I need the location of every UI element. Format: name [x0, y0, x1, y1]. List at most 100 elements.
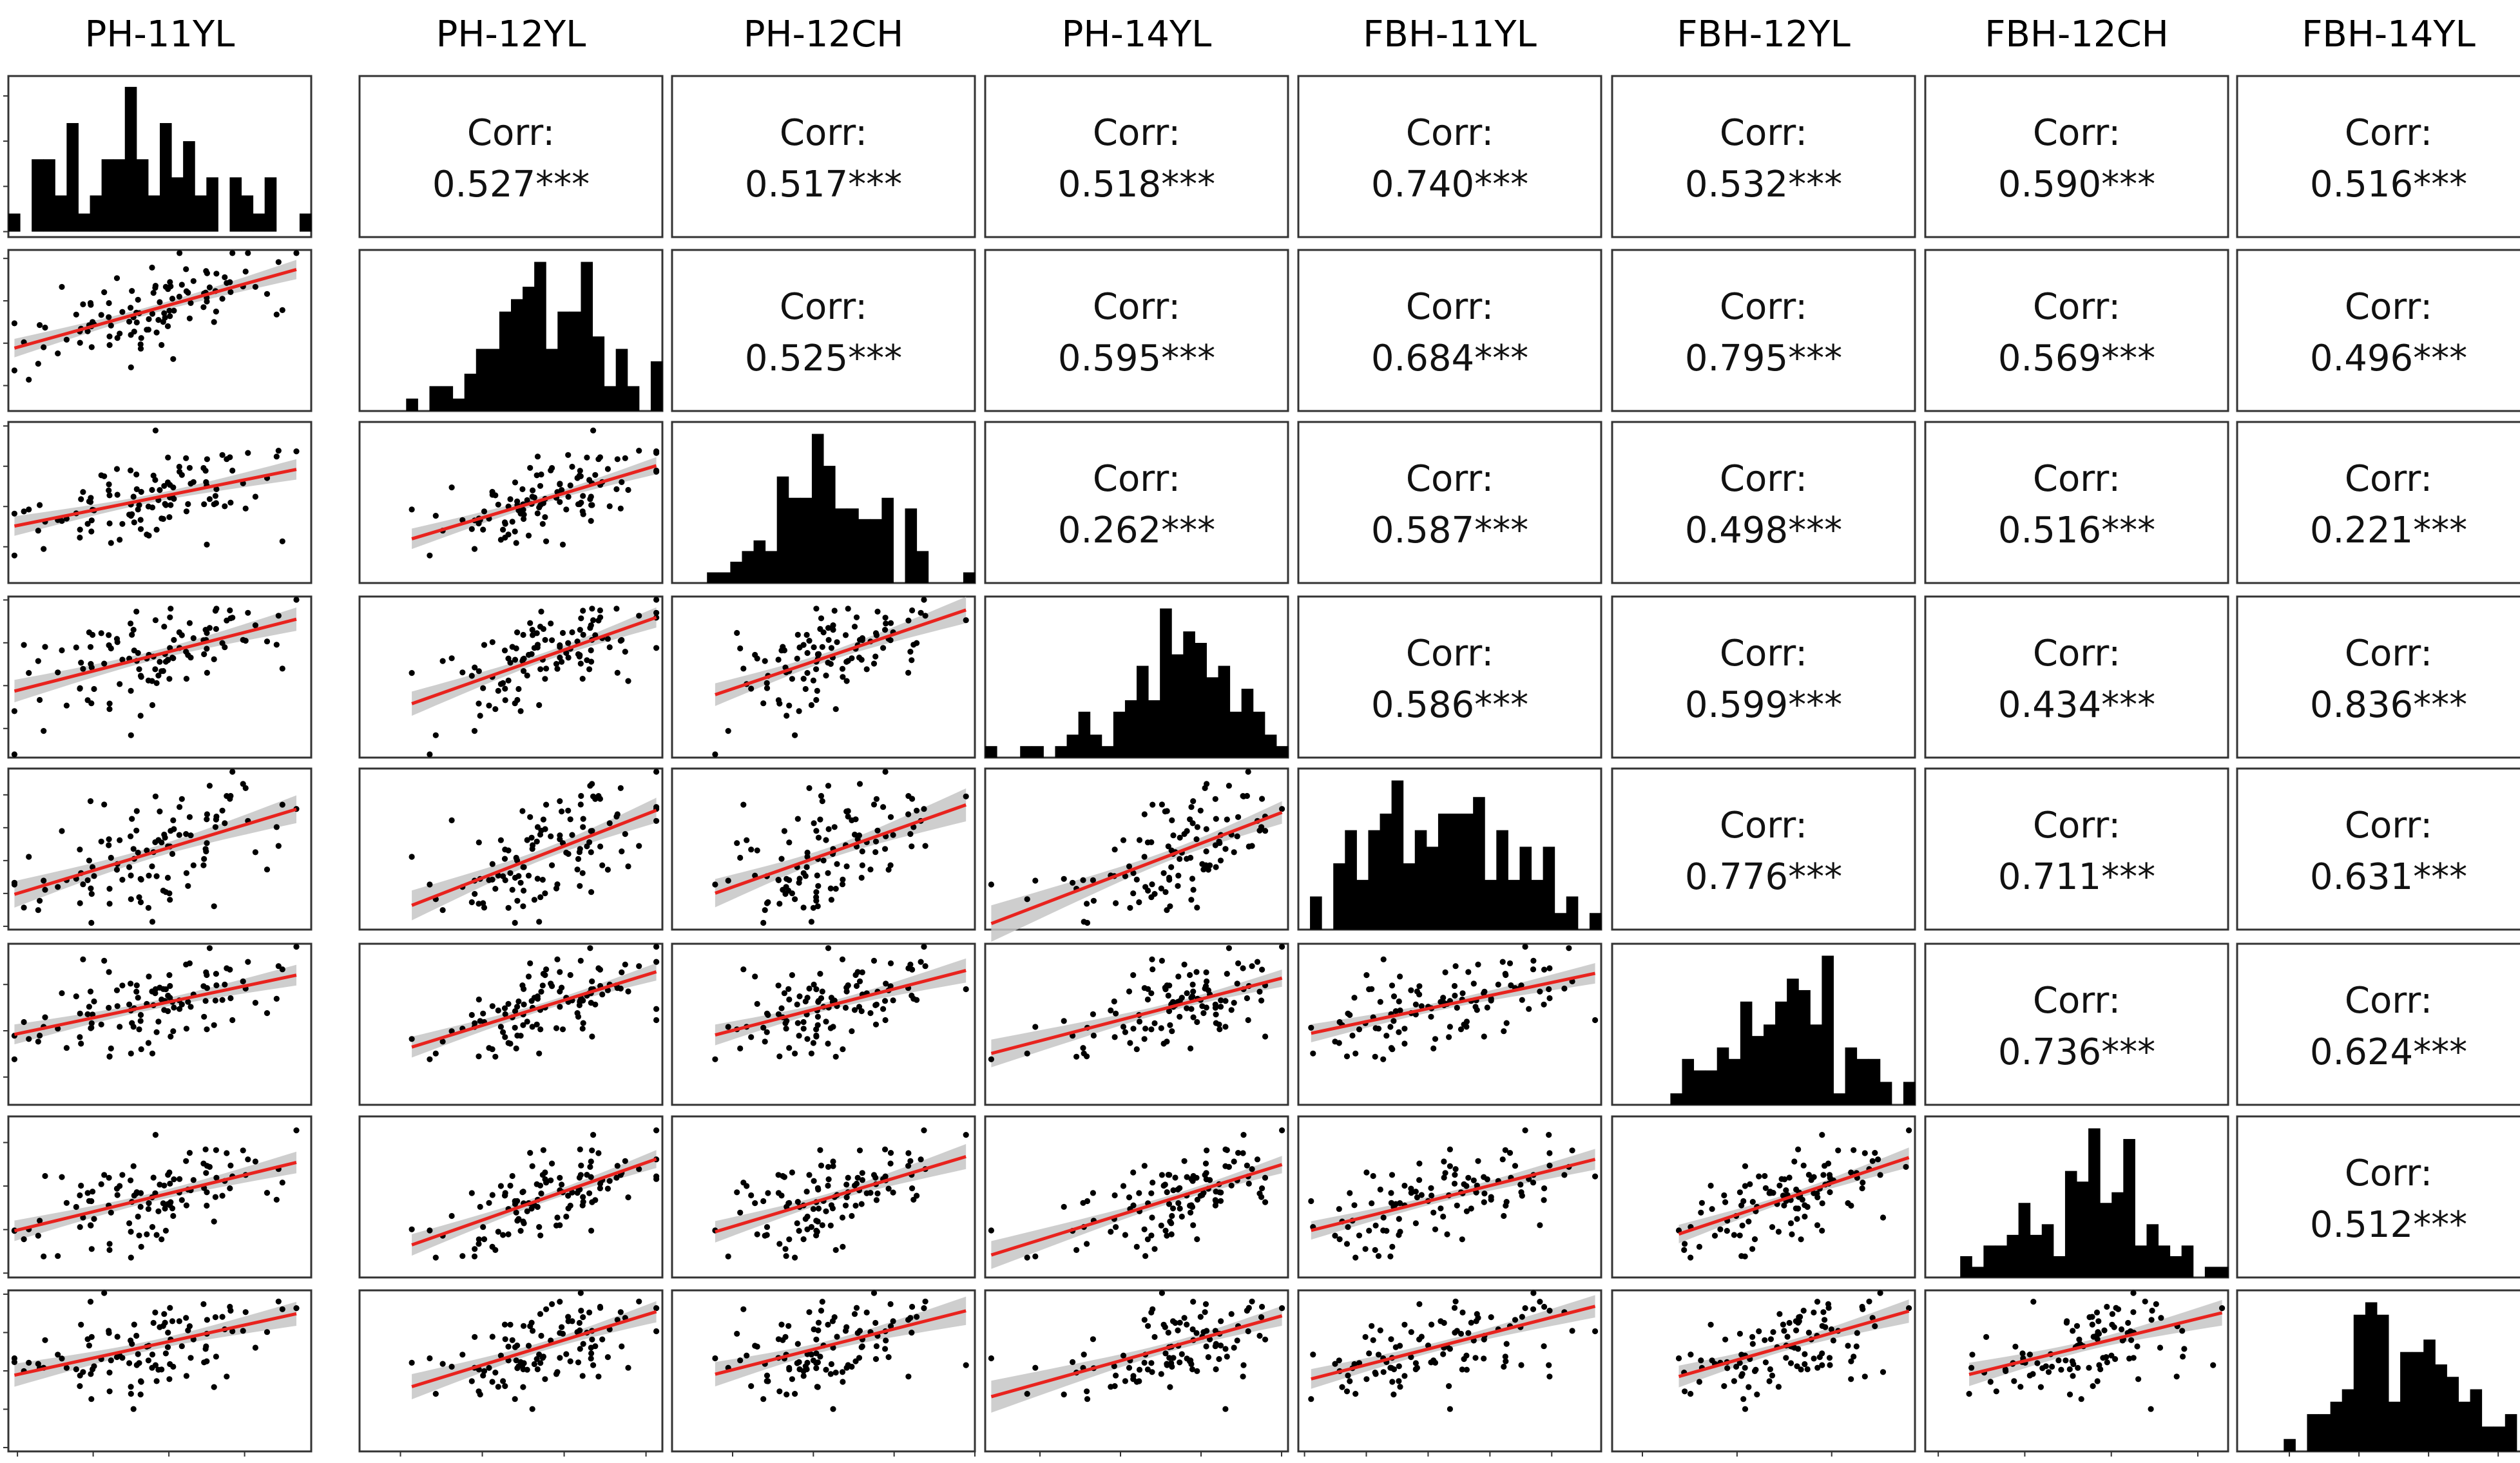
- scatter-point: [41, 1253, 47, 1259]
- scatter-point: [1906, 1305, 1912, 1312]
- scatter-point: [1418, 1003, 1425, 1009]
- scatter-point: [98, 838, 104, 845]
- scatter-point: [527, 1150, 534, 1156]
- y-tick-label: 20: [0, 915, 1, 938]
- scatter-point: [131, 647, 137, 654]
- scatter-point: [813, 1227, 820, 1234]
- scatter-point: [149, 1050, 156, 1057]
- hist-bar: [253, 213, 265, 232]
- scatter-point: [1805, 1330, 1812, 1336]
- scatter-point: [636, 1298, 642, 1305]
- scatter-point: [887, 620, 894, 626]
- scatter-point: [1177, 1013, 1183, 1020]
- scatter-point: [559, 629, 566, 636]
- scatter-point: [1345, 1010, 1351, 1017]
- scatter-point: [509, 886, 515, 893]
- scatter-point: [492, 492, 499, 499]
- scatter-point: [754, 1000, 760, 1007]
- scatter-point: [617, 785, 624, 791]
- scatter-point: [636, 843, 642, 849]
- scatter-point: [211, 1218, 217, 1225]
- scatter-point: [1126, 1364, 1133, 1371]
- scatter-point: [1122, 1232, 1128, 1238]
- scatter-point: [1184, 1005, 1190, 1011]
- scatter-point: [476, 839, 482, 846]
- scatter-point: [486, 877, 492, 883]
- scatter-point: [106, 333, 113, 339]
- scatter-point: [823, 673, 829, 679]
- x-tick-label: 100: [1534, 1461, 1570, 1463]
- scatter-point: [279, 665, 285, 672]
- scatter-point: [2075, 1364, 2081, 1371]
- scatter-point: [1793, 1327, 1800, 1334]
- scatter-point: [129, 288, 135, 294]
- scatter-point: [907, 961, 914, 968]
- scatter-point: [820, 857, 827, 864]
- scatter-point: [619, 479, 625, 486]
- scatter-point: [543, 966, 550, 973]
- scatter-point: [227, 995, 234, 1002]
- hist-bar: [2470, 1389, 2483, 1451]
- scatter-point: [590, 427, 597, 434]
- scatter-point: [2219, 1305, 2226, 1312]
- scatter-point: [859, 1177, 865, 1183]
- scatter-point: [219, 997, 226, 1003]
- scatter-point: [135, 849, 141, 856]
- scatter-point: [782, 1246, 789, 1252]
- panels: 0.02.55.07.5Corr:0.527***Corr:0.517***Co…: [0, 75, 2520, 1463]
- scatter-point: [514, 897, 521, 904]
- scatter-point: [275, 1298, 282, 1305]
- scatter-point: [206, 496, 213, 502]
- scatter-point: [505, 1000, 512, 1007]
- scatter-point: [117, 537, 123, 543]
- scatter-point: [870, 957, 878, 964]
- scatter-point: [1181, 961, 1188, 968]
- scatter-point: [1512, 1317, 1519, 1323]
- scatter-point: [1447, 1024, 1453, 1030]
- scatter-point: [577, 883, 583, 889]
- scatter-point: [162, 502, 169, 508]
- scatter-point: [1776, 1311, 1783, 1317]
- scatter-point: [1468, 1319, 1474, 1326]
- scatter-point: [476, 1388, 482, 1395]
- hist-bar: [1356, 879, 1369, 930]
- scatter-point: [1213, 816, 1219, 822]
- scatter-point: [2094, 1378, 2101, 1384]
- column-title-ph-12yl: PH-12YL: [436, 14, 586, 55]
- scatter-point: [619, 969, 625, 975]
- scatter-point: [1149, 801, 1156, 808]
- scatter-point: [800, 1236, 807, 1243]
- scatter-point: [712, 1355, 718, 1362]
- scatter-point: [1696, 1243, 1702, 1250]
- scatter-point: [1775, 1229, 1782, 1235]
- scatter-point: [1193, 1330, 1200, 1336]
- scatter-point: [212, 607, 218, 614]
- panel-r4-c7: Corr:0.631***: [2236, 767, 2520, 931]
- scatter-point: [882, 1346, 889, 1352]
- scatter-point: [1217, 840, 1223, 846]
- corr-value: 0.512***: [2310, 1204, 2467, 1246]
- scatter-point: [178, 1197, 185, 1203]
- scatter-point: [1090, 1190, 1096, 1196]
- scatter-point: [1133, 1379, 1140, 1385]
- scatter-point: [1159, 1172, 1165, 1178]
- scatter-point: [636, 963, 642, 970]
- scatter-point: [1148, 1026, 1155, 1033]
- scatter-point: [2026, 1372, 2033, 1379]
- scatter-point: [577, 999, 583, 1005]
- panel-r2-c3: Corr:0.262***: [984, 421, 1289, 584]
- panel-frame: [1297, 75, 1602, 238]
- scatter-point: [165, 1172, 171, 1178]
- scatter-point: [776, 1053, 783, 1060]
- hist-bar: [1055, 746, 1068, 758]
- scatter-point: [135, 995, 141, 1001]
- scatter-point: [1148, 839, 1155, 845]
- scatter-point: [1793, 1186, 1800, 1193]
- scatter-point: [792, 896, 798, 903]
- scatter-point: [507, 1182, 514, 1189]
- scatter-point: [101, 1172, 108, 1178]
- hist-bar: [2458, 1401, 2471, 1451]
- scatter-point: [35, 1038, 41, 1045]
- scatter-point: [489, 1379, 495, 1385]
- scatter-point: [1202, 983, 1209, 990]
